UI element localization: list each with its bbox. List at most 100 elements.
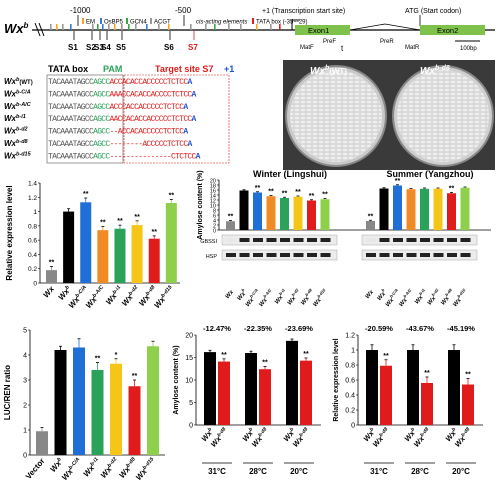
blot-band <box>280 253 290 257</box>
y-tick-label: 20 <box>185 333 193 340</box>
tick-minus-1000: -1000 <box>70 6 91 15</box>
y-tick-label: 18 <box>210 184 216 190</box>
cis-element-mark <box>114 24 116 30</box>
bar-d <box>420 188 429 230</box>
bar-mut <box>259 369 271 425</box>
bar-c <box>97 230 109 283</box>
cis-element-mark <box>50 24 52 30</box>
site-label-s1: S1 <box>68 43 78 52</box>
cis-element-mark <box>56 24 58 30</box>
cis-element-mark <box>228 24 230 30</box>
alignment-row-sequence: TACAAATAGCCAGCCAACCACACCACCCCCTCTCCA <box>48 115 197 124</box>
bar-d <box>433 188 443 230</box>
blot-band <box>393 253 403 257</box>
x-tick-label: Wxb-d15 <box>310 287 330 308</box>
cis-element-mark <box>62 24 64 30</box>
blot-band <box>320 253 331 257</box>
y-tick-label: 0.8 <box>345 363 355 370</box>
x-tick-label: Wxb-A/C <box>396 287 415 308</box>
y-tick-label: 6 <box>213 214 216 220</box>
cis-element-mark <box>205 24 207 30</box>
y-tick-label: 10 <box>185 378 193 385</box>
bar-d <box>460 187 470 230</box>
x-tick-label: Wxb-i1 <box>412 288 429 306</box>
y-tick-label: 4 <box>23 353 27 360</box>
summer-title: Summer (Yangzhou) <box>386 169 473 179</box>
temperature-label: 31°C <box>208 467 226 476</box>
gene-name: Wxb <box>4 21 29 36</box>
bar-c <box>80 202 92 283</box>
exon2-label: Exon2 <box>437 26 458 35</box>
significance-mark: ** <box>100 220 106 227</box>
cis-element-mark <box>240 24 242 30</box>
blot-band <box>393 238 403 242</box>
cis-element-mark <box>121 24 123 30</box>
blot-band <box>266 238 277 242</box>
bar-wt <box>448 350 460 425</box>
bar-wt <box>204 352 216 425</box>
bar-e <box>36 431 48 455</box>
western-blot-strip <box>221 249 338 261</box>
bar-mut <box>218 361 230 425</box>
blot-band <box>447 238 457 242</box>
blot-band <box>253 253 263 257</box>
site-label-s7: S7 <box>188 43 198 52</box>
bar-e <box>128 386 141 455</box>
cis-element-mark <box>270 24 272 30</box>
x-tick-label: Wxb-d8 <box>298 287 316 307</box>
cis-element-mark <box>146 24 148 30</box>
y-tick-label: 0.4 <box>345 393 355 400</box>
x-tick-label: Wx <box>41 284 56 299</box>
svg-text:cis-acting elements: cis-acting elements <box>196 20 247 26</box>
x-tick-label: Wxb <box>234 287 249 302</box>
blot-band <box>253 238 263 242</box>
significance-mark: ** <box>134 214 140 221</box>
blot-band <box>293 238 304 242</box>
cis-element-mark <box>70 24 72 30</box>
significance-mark: ** <box>169 192 175 199</box>
svg-text:ACGT: ACGT <box>154 20 171 26</box>
x-tick-label: Wxb-C/A <box>60 456 84 482</box>
significance-mark: ** <box>255 185 261 192</box>
grain-photo-panel: Wxb(WT) Wxb-d8 <box>283 60 495 170</box>
svg-text:EM: EM <box>86 20 95 26</box>
blot-band <box>433 238 444 242</box>
cis-element-mark <box>97 24 99 30</box>
y-tick-label: 0 <box>23 453 27 460</box>
blot-band <box>420 238 430 242</box>
site-label-s2: S2 <box>86 43 96 52</box>
blot-band <box>379 238 390 242</box>
x-tick-label: Wxb-C/A <box>243 287 262 308</box>
bar-c <box>46 270 57 283</box>
svg-text:Wxb-d8: Wxb-d8 <box>420 65 450 77</box>
y-tick-label: 4 <box>213 219 216 225</box>
significance-mark: ** <box>395 178 401 185</box>
y-axis-label: Relative expression level <box>5 185 14 280</box>
x-tick-label: Wxb-C/A <box>383 287 402 308</box>
alignment-row-label: Wxb-A/C <box>4 102 32 111</box>
blot-band <box>447 253 457 257</box>
temperature-label: 28°C <box>411 467 429 476</box>
alignment-row-label: Wxb-i1 <box>4 114 26 123</box>
exon1-label: Exon1 <box>308 26 329 35</box>
blot-band <box>293 253 304 257</box>
primer-prer: PreR <box>380 39 394 45</box>
x-tick-label: Wxb-A/C <box>256 287 275 308</box>
bar-mut <box>462 384 474 425</box>
significance-mark: ** <box>228 214 234 221</box>
scale-bar-label: 100bp <box>460 46 477 52</box>
blot-band <box>366 238 376 242</box>
bar-d <box>280 198 289 230</box>
alignment-row-sequence: TACAAATAGCCAGCC--------ACCCCCTCTCCA <box>48 140 192 149</box>
alignment-row-sequence: TACAAATAGCCAGCCACCCACCACCCCCTCTCCA <box>48 103 188 112</box>
alignment-panel: TATA box PAM Target site S7 +1 Wxb(WT) TA… <box>4 64 234 164</box>
bar-mut <box>300 360 312 425</box>
y-tick-label: 0.6 <box>28 238 37 245</box>
bar-d <box>447 193 456 230</box>
blot-band <box>239 253 250 257</box>
site-label-s3: S3 <box>94 43 104 52</box>
temperature-label: 20°C <box>452 467 470 476</box>
pam-header: PAM <box>103 64 122 74</box>
y-tick-label: 1.2 <box>28 195 37 202</box>
